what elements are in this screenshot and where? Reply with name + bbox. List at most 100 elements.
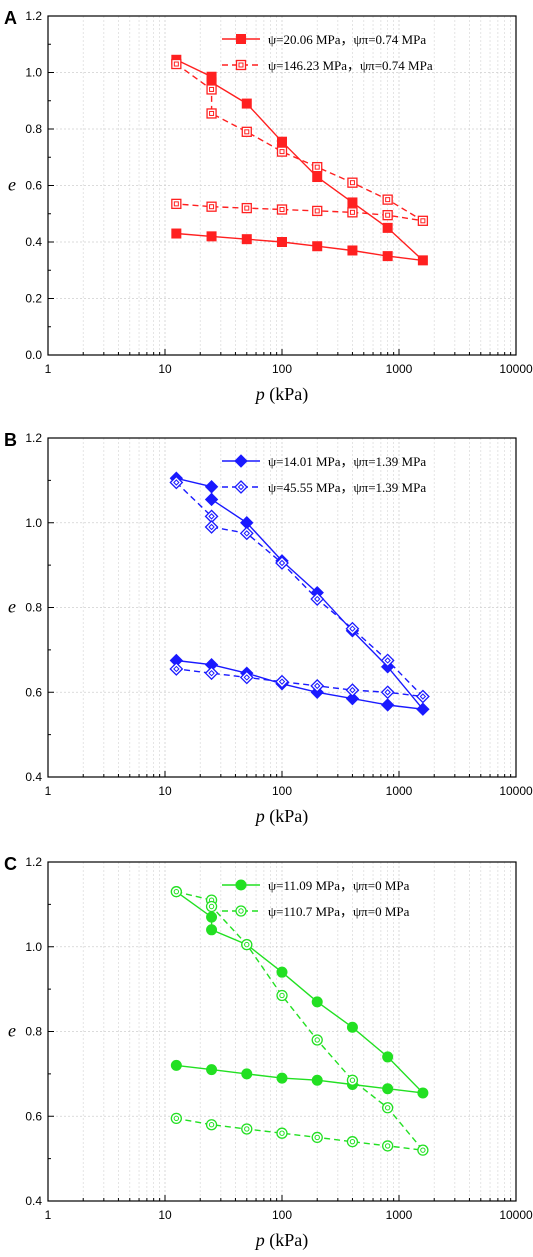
series-line [175, 63, 424, 222]
data-point-inner [279, 149, 285, 155]
data-point-inner [349, 686, 356, 694]
data-point [345, 691, 360, 706]
data-point-inner [244, 941, 250, 948]
data-point [382, 1083, 394, 1095]
x-tick-label: 1000 [386, 1208, 413, 1222]
data-point-inner [208, 523, 215, 531]
data-point [275, 674, 289, 689]
data-point-inner [244, 1126, 250, 1132]
data-point [415, 689, 430, 704]
data-point [241, 202, 252, 214]
y-tick-label: 0.6 [25, 1109, 42, 1123]
data-point [382, 1051, 394, 1063]
x-axis-title: p (kPa) [254, 384, 309, 405]
data-point [171, 58, 182, 70]
y-tick-label: 0.8 [25, 601, 42, 615]
data-point [345, 621, 360, 636]
data-point [345, 683, 360, 698]
data-point [170, 1112, 182, 1125]
data-point-inner [349, 180, 355, 186]
data-point-inner [384, 1105, 391, 1111]
data-point [241, 234, 252, 245]
data-point-inner [208, 1122, 215, 1128]
series-line [175, 481, 425, 698]
plot-frame [47, 15, 517, 356]
data-point-inner [279, 992, 285, 999]
data-point [346, 1021, 358, 1033]
data-point [206, 84, 217, 95]
plot-frame [47, 437, 517, 778]
data-point [241, 938, 253, 951]
data-point [347, 207, 358, 218]
legend-marker [234, 454, 248, 468]
data-point-inner [384, 1143, 391, 1149]
data-point [241, 98, 252, 109]
data-point-inner [385, 197, 391, 203]
data-point [277, 237, 287, 247]
data-point [206, 911, 218, 923]
grid [48, 438, 516, 777]
data-point-inner [209, 204, 215, 210]
legend: ψ=20.06 MPa，ψπ=0.74 MPa ψ=146.23 MPa，ψπ=0… [222, 32, 433, 73]
data-point-inner [173, 201, 179, 207]
data-point-inner [243, 530, 250, 537]
data-point-inner [278, 559, 286, 567]
data-point-inner [208, 669, 215, 677]
legend-marker [235, 905, 247, 917]
series-1 [169, 471, 430, 716]
y-tick-label: 1.2 [25, 9, 42, 23]
y-tick-label: 0.8 [25, 1025, 42, 1039]
series-1 [171, 54, 428, 266]
chart-panel-c: C 1 10 100 1000 10000 0.4 0.6 0.8 1.0 1.2 p (kPa) e ψ… [4, 854, 533, 1251]
data-point-inner [420, 218, 426, 224]
data-point [310, 678, 325, 693]
data-point [241, 1068, 253, 1080]
y-tick-label: 1.0 [25, 66, 42, 80]
data-point [205, 900, 218, 913]
panel-label: C [4, 854, 17, 874]
grid [48, 862, 516, 1201]
x-tick-label: 100 [272, 1208, 292, 1222]
legend-label: ψ=45.55 MPa，ψπ=1.39 MPa [268, 480, 426, 495]
data-point [276, 989, 288, 1002]
data-point [204, 492, 219, 507]
data-point-inner [209, 110, 215, 116]
data-point [276, 1072, 288, 1084]
data-point [417, 1144, 429, 1156]
legend-label: ψ=20.06 MPa，ψπ=0.74 MPa [268, 32, 426, 47]
chart-panel-b: B 1 10 100 1000 10000 0.4 0.6 0.8 1.0 1.2 p (kPa) e ψ… [4, 430, 533, 827]
data-point [276, 966, 288, 978]
data-point [417, 215, 429, 226]
x-tick-label: 10000 [499, 784, 533, 798]
data-point-inner [349, 1077, 356, 1083]
data-point [169, 475, 184, 490]
data-point-inner [314, 1134, 320, 1141]
x-tick-label: 1 [45, 362, 52, 376]
data-point [241, 1123, 253, 1135]
data-point [204, 666, 219, 681]
data-point [382, 222, 393, 233]
legend-marker-inner [238, 908, 244, 914]
chart-panel-a: A 1 10 100 1000 10000 0.0 0.2 0.4 0.6 0.8 1.0 1.2 p (… [4, 8, 533, 405]
data-point-inner [173, 1115, 180, 1122]
data-point-inner [349, 1138, 356, 1145]
data-point [312, 205, 323, 217]
data-point-inner [173, 61, 179, 67]
data-point [311, 1131, 323, 1144]
x-tick-label: 10000 [499, 362, 533, 376]
series-line [175, 891, 425, 1094]
panel-label: B [4, 430, 17, 450]
data-point-inner [314, 595, 321, 603]
series-line [176, 477, 425, 711]
data-point-inner [385, 212, 391, 218]
data-point-inner [244, 129, 250, 135]
data-point [380, 685, 395, 700]
data-point [170, 886, 182, 898]
legend-label: ψ=110.7 MPa，ψπ=0 MPa [268, 904, 410, 919]
legend-label: ψ=11.09 MPa，ψπ=0 MPa [268, 878, 410, 893]
data-point [206, 1064, 218, 1076]
data-point-inner [314, 682, 321, 690]
x-axis-title: p (kPa) [254, 1230, 309, 1251]
data-point-inner [173, 665, 180, 673]
